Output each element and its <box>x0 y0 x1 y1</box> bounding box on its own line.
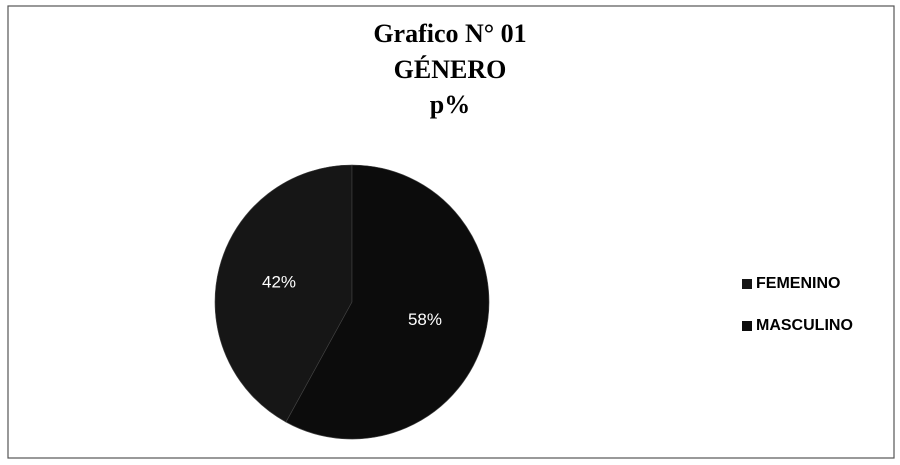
legend-swatch <box>742 321 752 331</box>
legend-label: MASCULINO <box>756 317 853 334</box>
chart-subtitle: GÉNERO <box>394 55 507 84</box>
legend-swatch <box>742 279 752 289</box>
chart-title: Grafico N° 01 <box>373 19 526 48</box>
unit-label: p% <box>430 90 470 119</box>
legend-label: FEMENINO <box>756 275 840 292</box>
pie-slice <box>214 164 353 423</box>
pie-slice <box>285 164 490 440</box>
data-label: 58% <box>408 310 442 329</box>
data-label: 42% <box>262 273 296 292</box>
